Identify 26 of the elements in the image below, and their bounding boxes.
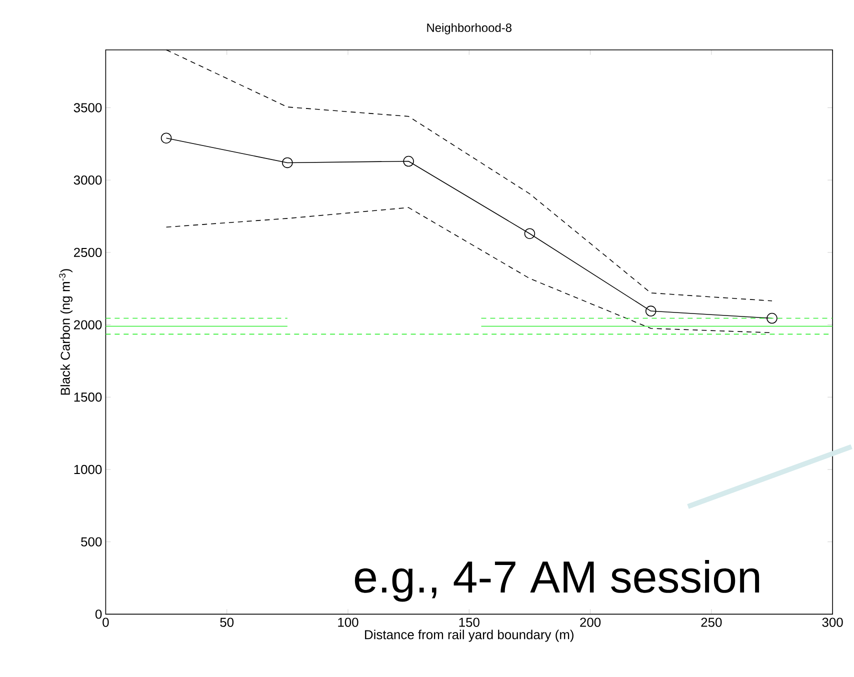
x-axis-title: Distance from rail yard boundary (m) xyxy=(365,630,574,642)
point xyxy=(524,228,536,240)
x-tick-label: 300 xyxy=(822,618,843,627)
point xyxy=(160,132,172,144)
y-tick-label: 1000 xyxy=(74,464,102,474)
x-tick-label: 250 xyxy=(701,618,722,627)
y-axis-title: Black Carbon (ng m$^{-3}$) xyxy=(59,269,72,395)
x-tick-label: 50 xyxy=(220,618,234,627)
x-tick-label: 0 xyxy=(102,618,109,627)
y-tick-label: 1500 xyxy=(74,392,102,402)
y-tick-label: 2500 xyxy=(74,248,102,258)
point xyxy=(282,157,293,168)
x-tick-label: 150 xyxy=(459,618,480,627)
point xyxy=(645,306,656,316)
y-tick-label: 3500 xyxy=(74,103,102,112)
point xyxy=(766,312,778,324)
chart-title: Neighborhood-8 xyxy=(427,23,512,34)
x-tick-label: 200 xyxy=(580,618,601,627)
point xyxy=(403,156,414,167)
annotation: e.g., 4-7 AM session xyxy=(354,560,760,602)
y-tick-label: 2000 xyxy=(74,320,102,330)
y-tick-label: 0 xyxy=(95,610,102,619)
x-tick-label: 100 xyxy=(338,618,358,627)
y-tick-label: 500 xyxy=(81,537,102,546)
line-series xyxy=(166,207,772,334)
y-tick-label: 3000 xyxy=(74,175,102,185)
